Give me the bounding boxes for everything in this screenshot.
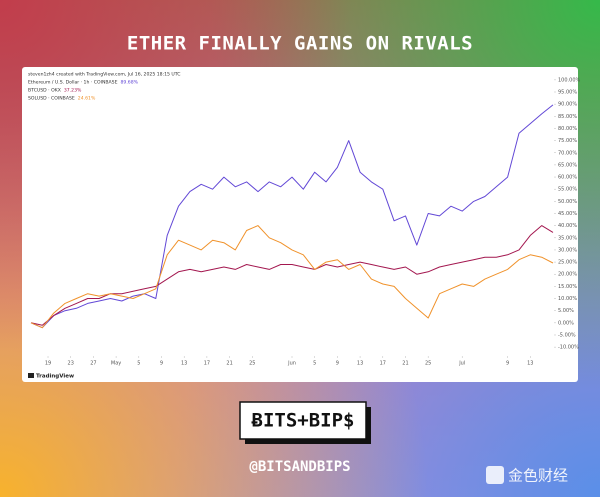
x-tick-label: 25 [425,361,431,367]
legend-value: 24.61% [78,96,96,102]
y-tick-label: 55.00% [558,187,577,193]
x-tick-label: May [111,361,121,367]
x-tick-label: Jul [458,361,465,367]
y-tick-label: 45.00% [558,211,577,217]
x-tick-label: 9 [506,361,509,367]
y-tick-label: 5.00% [558,308,574,314]
legend-name: SOLUSD · COINBASE [28,96,75,102]
series-line [30,104,554,329]
x-tick-label: 25 [249,361,255,367]
x-tick-label: 21 [226,361,232,367]
y-tick-label: 90.00% [558,102,577,108]
plot: 100.00%95.00%90.00%85.00%80.00%75.00%70.… [28,77,580,366]
y-tick-label: 80.00% [558,126,577,132]
x-tick-label: Jun [287,361,296,367]
subtitle: steven1zh4 created with TradingView.com,… [28,72,181,78]
chart-panel [22,67,578,382]
legend-value: 89.68% [121,80,139,86]
legend-value: 37.23% [64,88,82,94]
y-tick-label: 25.00% [558,260,577,266]
series-line [30,225,554,329]
source-logo: TradingView [36,374,74,380]
handle: @BITSANDBIPS [249,459,350,475]
watermark-icon [486,466,504,484]
x-tick-label: 13 [357,361,363,367]
y-tick-label: 65.00% [558,162,577,168]
x-tick-label: 13 [527,361,533,367]
y-tick-label: -5.00% [558,332,576,338]
x-tick-label: 9 [336,361,339,367]
logo-box [239,401,367,440]
y-tick-label: 85.00% [558,114,577,120]
y-tick-label: 75.00% [558,138,577,144]
y-tick-label: 40.00% [558,223,577,229]
legend-name: BTCUSD · OKX [28,88,61,94]
x-tick-label: 21 [402,361,408,367]
y-tick-label: 50.00% [558,199,577,205]
y-tick-label: 95.00% [558,90,577,96]
source-icon [28,373,34,378]
series-line [30,225,554,326]
y-tick-label: 35.00% [558,235,577,241]
y-tick-label: 20.00% [558,272,577,278]
watermark: 金色财经 [508,467,568,485]
logo: ɃITS+BIP$ [252,410,355,432]
y-tick-label: 100.00% [558,77,580,83]
x-tick-label: 13 [181,361,187,367]
legend-name: Ethereum / U.S. Dollar · 1h · COINBASE [28,80,118,86]
x-tick-label: 17 [204,361,210,367]
x-tick-label: 5 [137,361,140,367]
x-tick-label: 17 [380,361,386,367]
y-tick-label: 10.00% [558,296,577,302]
x-tick-label: 19 [45,361,51,367]
y-tick-label: 60.00% [558,175,577,181]
x-tick-label: 5 [313,361,316,367]
y-tick-label: 15.00% [558,284,577,290]
y-tick-label: -10.00% [558,345,579,351]
y-tick-label: 70.00% [558,150,577,156]
y-tick-label: 0.00% [558,320,574,326]
x-tick-label: 27 [90,361,96,367]
x-tick-label: 9 [160,361,163,367]
y-tick-label: 30.00% [558,247,577,253]
x-tick-label: 23 [68,361,74,367]
chart-title: ETHER FINALLY GAINS ON RIVALS [127,33,473,55]
